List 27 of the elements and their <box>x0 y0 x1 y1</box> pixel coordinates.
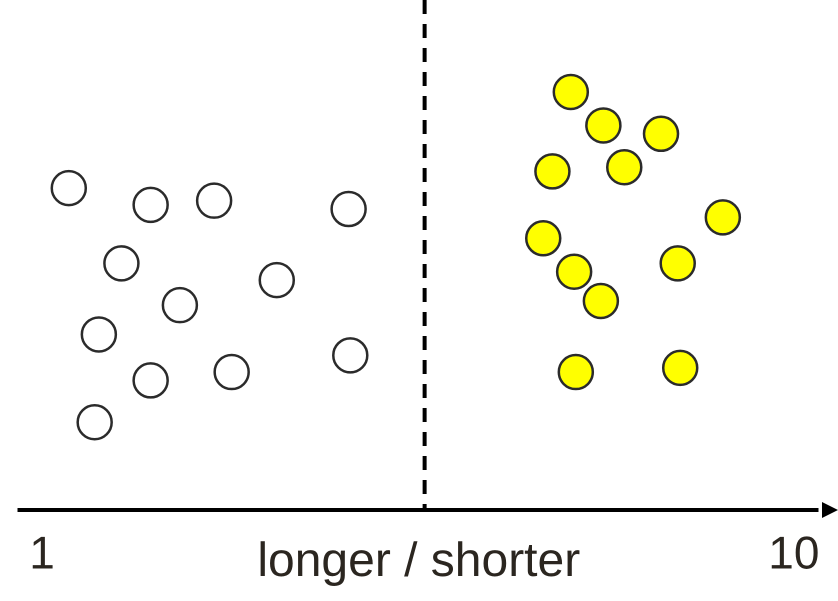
point <box>704 199 742 236</box>
point <box>582 282 620 320</box>
point <box>662 350 698 386</box>
point <box>76 404 113 440</box>
x-tick-label: 10 <box>768 526 820 578</box>
point <box>162 286 198 324</box>
point <box>332 337 369 374</box>
point <box>330 190 367 228</box>
point <box>552 74 590 110</box>
point <box>132 186 169 224</box>
point <box>556 253 592 290</box>
point <box>534 153 571 190</box>
point <box>258 262 296 298</box>
point <box>524 220 562 257</box>
point <box>80 316 118 353</box>
point <box>103 245 140 282</box>
point <box>132 362 169 399</box>
point <box>50 170 88 206</box>
point <box>196 182 232 219</box>
point <box>585 107 622 144</box>
point <box>213 354 250 390</box>
point <box>659 245 696 282</box>
point <box>558 354 594 390</box>
x-tick-label: 1 <box>29 526 55 578</box>
point <box>642 116 680 152</box>
x-axis-title: longer / shorter <box>257 534 580 588</box>
point <box>606 148 643 186</box>
